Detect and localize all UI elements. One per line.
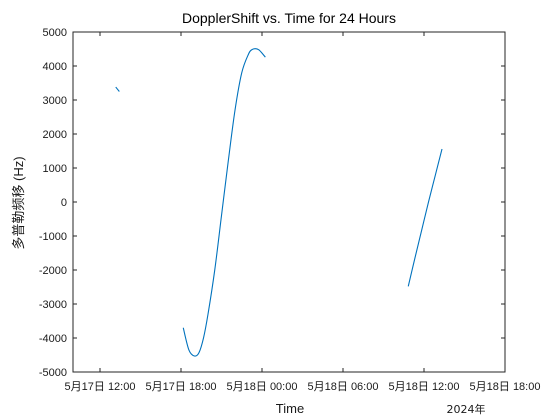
x-tick-label: 5月18日 06:00 — [308, 381, 379, 393]
x-tick-label: 5月18日 00:00 — [227, 381, 298, 393]
doppler-series-segment-2 — [182, 48, 266, 357]
y-tick-label: -1000 — [39, 231, 67, 243]
x-axis-label: Time — [276, 401, 304, 416]
y-tick-label: 4000 — [43, 61, 67, 73]
y-tick-label: 5000 — [43, 27, 67, 39]
x-tick-label: 5月17日 18:00 — [146, 381, 217, 393]
y-tick-label: -5000 — [39, 367, 67, 379]
y-tick-label: -2000 — [39, 265, 67, 277]
chart-title: DopplerShift vs. Time for 24 Hours — [182, 10, 396, 26]
x-tick-label: 5月18日 12:00 — [389, 381, 460, 393]
y-tick-label: -4000 — [39, 333, 67, 345]
x-tick-label: 5月18日 18:00 — [470, 381, 541, 393]
y-tick-label: 0 — [61, 197, 67, 209]
y-tick-label: 1000 — [43, 163, 67, 175]
y-tick-label: 3000 — [43, 95, 67, 107]
y-axis-label: 多普勒频移 (Hz) — [11, 156, 26, 249]
x-tick-label: 5月17日 12:00 — [65, 381, 136, 393]
y-tick-label: -3000 — [39, 299, 67, 311]
doppler-series-segment-3 — [407, 148, 443, 287]
doppler-series-segment-1 — [115, 86, 120, 92]
y-tick-label: 2000 — [43, 129, 67, 141]
plot-frame — [72, 31, 506, 373]
x-axis-year-label: 2024年 — [447, 402, 486, 416]
